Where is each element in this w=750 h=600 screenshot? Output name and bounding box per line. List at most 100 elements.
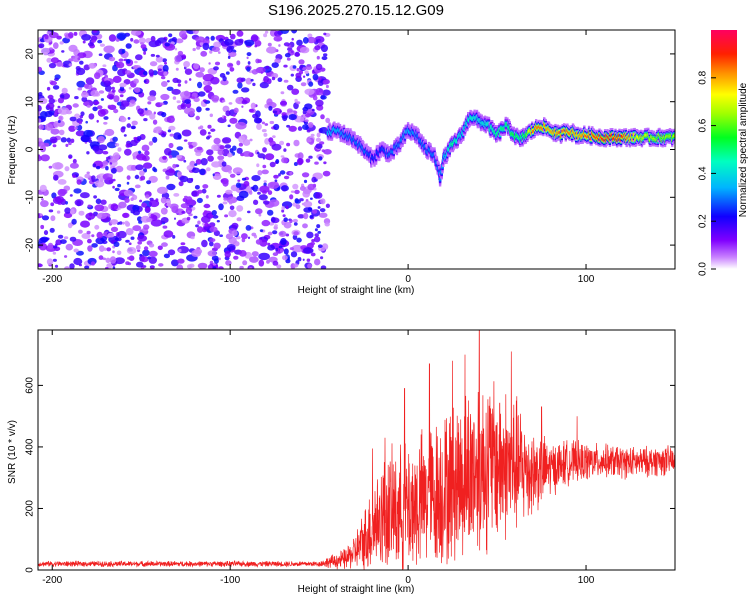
colorbar: 0.0 0.2 0.4 0.6 0.8 Normalized spectral ampl… <box>698 30 749 276</box>
noise-speckle <box>320 265 327 269</box>
noise-speckle <box>227 153 233 158</box>
noise-speckle <box>228 200 233 205</box>
noise-speckle <box>140 42 144 45</box>
noise-speckle <box>211 144 219 151</box>
noise-speckle <box>88 139 93 143</box>
noise-speckle <box>249 190 253 195</box>
noise-speckle <box>40 111 48 119</box>
noise-speckle <box>236 30 244 37</box>
noise-speckle <box>48 62 57 69</box>
noise-speckle <box>302 223 308 229</box>
noise-speckle <box>141 202 148 208</box>
noise-speckle <box>203 85 213 93</box>
noise-speckle <box>282 255 288 261</box>
noise-speckle <box>91 243 98 248</box>
noise-speckle <box>134 87 141 93</box>
noise-speckle <box>162 58 167 63</box>
noise-speckle <box>164 61 167 65</box>
noise-speckle <box>312 95 318 101</box>
noise-speckle <box>284 53 291 58</box>
noise-speckle <box>268 105 273 111</box>
noise-speckle <box>125 228 134 236</box>
noise-speckle <box>183 90 190 97</box>
noise-speckle <box>241 105 244 108</box>
noise-speckle <box>241 100 248 105</box>
noise-speckle <box>304 119 309 123</box>
noise-speckle <box>153 126 162 134</box>
noise-speckle <box>288 125 297 132</box>
noise-speckle <box>236 60 241 66</box>
noise-speckle <box>109 256 117 264</box>
noise-speckle <box>136 261 144 268</box>
noise-speckle <box>143 118 148 122</box>
snr-panel: -200 -100 0 100 0 200 400 600 Height of straig… <box>7 329 676 595</box>
noise-speckle <box>75 130 86 137</box>
noise-speckle <box>279 248 284 253</box>
noise-speckle <box>279 140 285 146</box>
noise-speckle <box>256 151 260 155</box>
noise-speckle <box>316 132 321 138</box>
noise-speckle <box>209 113 213 118</box>
noise-speckle <box>250 102 256 110</box>
noise-speckle <box>306 36 317 44</box>
noise-speckle <box>324 222 330 227</box>
spectrogram-y-label: Frequency (Hz) <box>7 116 18 185</box>
noise-speckle <box>65 110 73 115</box>
noise-speckle <box>224 39 234 46</box>
noise-speckle <box>320 114 325 120</box>
noise-speckle <box>143 109 153 116</box>
noise-speckle <box>40 47 50 55</box>
noise-speckle <box>289 171 293 175</box>
noise-speckle <box>302 124 309 130</box>
noise-speckle <box>50 80 57 86</box>
noise-speckle <box>201 239 208 248</box>
noise-speckle <box>143 51 147 55</box>
noise-speckle <box>281 112 287 116</box>
noise-speckle <box>54 112 57 115</box>
noise-speckle <box>197 226 204 233</box>
noise-speckle <box>72 55 81 63</box>
noise-speckle <box>79 60 84 65</box>
noise-speckle <box>277 77 283 82</box>
noise-speckle <box>128 86 132 90</box>
noise-speckle <box>322 79 329 85</box>
noise-speckle <box>134 60 138 64</box>
noise-speckle <box>228 51 237 57</box>
noise-speckle <box>181 129 192 137</box>
noise-speckle <box>148 250 158 257</box>
noise-speckle <box>152 136 158 143</box>
noise-speckle <box>263 200 270 205</box>
noise-speckle <box>297 152 304 160</box>
noise-speckle <box>280 100 287 106</box>
noise-speckle <box>312 73 319 81</box>
noise-speckle <box>108 34 117 42</box>
noise-speckle <box>187 141 192 146</box>
noise-speckle <box>211 161 221 168</box>
noise-speckle <box>196 106 202 113</box>
noise-speckle <box>112 185 115 189</box>
noise-speckle <box>74 113 80 119</box>
noise-speckle <box>236 205 244 212</box>
noise-speckle <box>112 89 116 93</box>
noise-speckle <box>106 247 112 252</box>
noise-speckle <box>259 237 263 240</box>
noise-speckle <box>267 244 275 251</box>
noise-speckle <box>266 46 277 54</box>
y-tick-label: 400 <box>25 438 36 455</box>
noise-speckle <box>78 120 82 125</box>
noise-speckle <box>127 117 131 120</box>
noise-speckle <box>150 53 156 57</box>
noise-speckle <box>305 113 311 118</box>
noise-speckle <box>315 192 323 199</box>
noise-speckle <box>52 162 64 170</box>
noise-speckle <box>176 154 182 159</box>
noise-speckle <box>271 143 282 151</box>
noise-speckle <box>117 230 127 239</box>
noise-speckle <box>301 172 310 178</box>
noise-speckle <box>225 233 233 240</box>
noise-speckle <box>195 71 204 78</box>
noise-speckle <box>148 69 154 76</box>
noise-speckle <box>48 98 55 104</box>
noise-speckle <box>80 134 91 143</box>
noise-speckle <box>38 155 42 159</box>
